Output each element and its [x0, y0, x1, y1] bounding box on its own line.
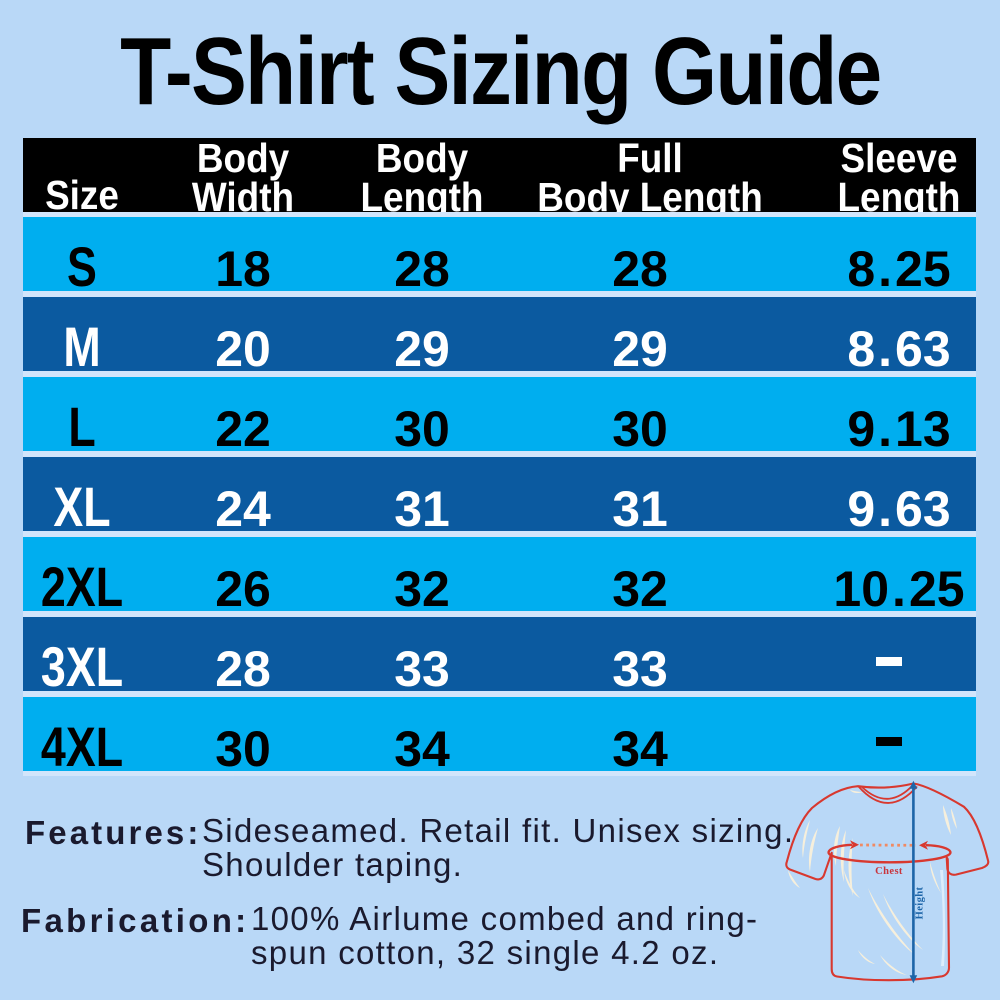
- svg-text:Height: Height: [915, 887, 926, 920]
- svg-text:Chest: Chest: [875, 866, 903, 877]
